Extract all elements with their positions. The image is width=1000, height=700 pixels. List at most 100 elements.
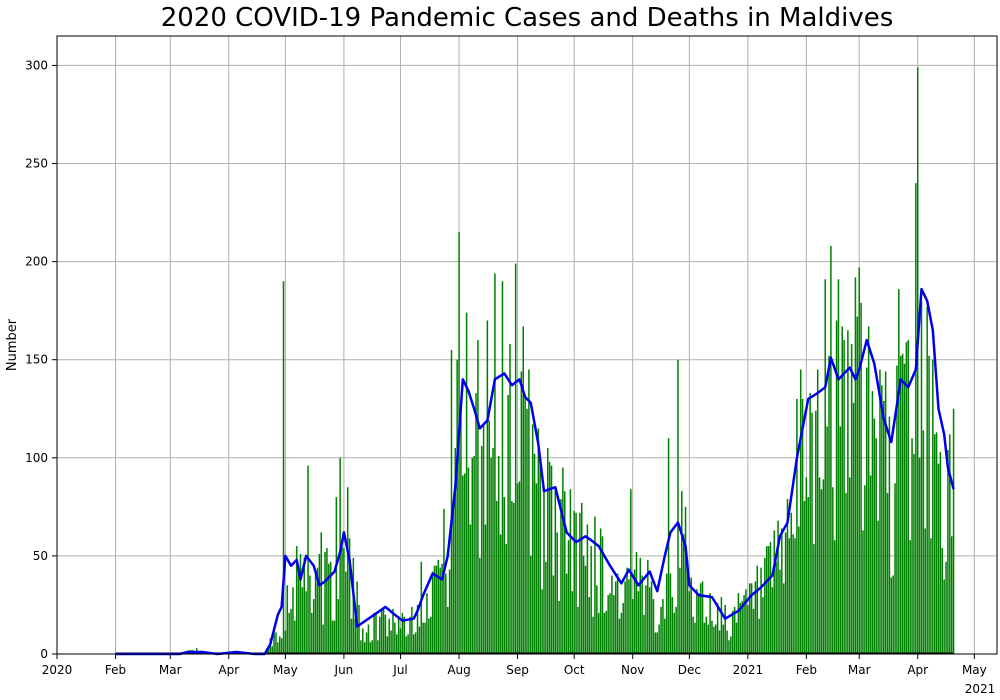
cases-bar bbox=[443, 508, 445, 654]
cases-bar bbox=[501, 281, 504, 654]
cases-bar bbox=[952, 408, 955, 654]
cases-bar bbox=[809, 393, 811, 654]
cases-bar bbox=[564, 491, 566, 654]
cases-bar bbox=[686, 559, 689, 654]
cases-bar bbox=[431, 571, 434, 654]
cases-bar bbox=[326, 548, 328, 654]
cases-bar bbox=[456, 359, 458, 654]
cases-bar bbox=[930, 538, 932, 654]
cases-bar bbox=[573, 510, 575, 654]
cases-bar bbox=[786, 499, 789, 654]
x-tick-label: Oct bbox=[564, 663, 585, 677]
x-tick-label: Dec bbox=[678, 663, 701, 677]
cases-bar bbox=[354, 618, 356, 654]
cases-bar bbox=[428, 618, 430, 654]
cases-bar bbox=[854, 277, 857, 654]
cases-bar bbox=[539, 463, 541, 654]
cases-bar bbox=[420, 561, 423, 654]
cases-bar bbox=[575, 512, 577, 654]
cases-bar bbox=[888, 416, 891, 654]
cases-bar bbox=[941, 548, 944, 654]
cases-bar bbox=[358, 604, 360, 654]
cases-bar bbox=[371, 640, 373, 654]
cases-bar bbox=[567, 540, 570, 654]
cases-bar bbox=[537, 428, 540, 654]
cases-bar bbox=[756, 565, 759, 654]
cases-bar bbox=[596, 585, 598, 654]
cases-bar bbox=[667, 438, 670, 654]
cases-bar bbox=[713, 626, 715, 654]
y-axis: 0 50 100 150 200 250 300 bbox=[25, 58, 57, 661]
cases-bar bbox=[867, 326, 870, 654]
cases-bar bbox=[386, 636, 389, 654]
cases-bar bbox=[620, 612, 623, 654]
cases-bar bbox=[654, 632, 657, 654]
cases-bar bbox=[662, 599, 664, 654]
cases-bar bbox=[350, 618, 353, 654]
cases-bar bbox=[813, 544, 815, 654]
cases-bar bbox=[414, 632, 417, 654]
cases-bar bbox=[650, 581, 653, 654]
cases-bar bbox=[648, 587, 651, 654]
cases-bar bbox=[658, 624, 660, 654]
cases-bar bbox=[343, 548, 345, 654]
cases-bar bbox=[492, 448, 494, 654]
cases-bar bbox=[773, 530, 776, 654]
cases-bar bbox=[815, 410, 817, 654]
cases-bar bbox=[382, 608, 385, 654]
cases-bar bbox=[401, 612, 404, 654]
cases-bar bbox=[322, 624, 324, 654]
cases-bar bbox=[677, 359, 679, 654]
cases-bar bbox=[626, 567, 628, 654]
cases-bar bbox=[480, 446, 483, 654]
cases-bar bbox=[592, 616, 594, 654]
cases-bar bbox=[335, 497, 338, 654]
cases-bar bbox=[275, 632, 277, 654]
cases-bar bbox=[645, 585, 647, 654]
cases-bar bbox=[607, 595, 609, 654]
cases-bar bbox=[684, 506, 687, 654]
cases-bar bbox=[928, 355, 930, 654]
cases-bar bbox=[792, 534, 794, 654]
cases-bar bbox=[881, 385, 883, 654]
cases-bar bbox=[526, 408, 528, 654]
cases-bar bbox=[898, 289, 900, 654]
x-tick-label: Aug bbox=[447, 663, 470, 677]
cases-bar bbox=[939, 451, 942, 654]
cases-bar bbox=[450, 349, 453, 654]
cases-bar bbox=[284, 630, 287, 654]
cases-bar bbox=[692, 616, 694, 654]
cases-bar bbox=[875, 438, 877, 654]
cases-average-series bbox=[115, 287, 955, 656]
cases-bar bbox=[403, 616, 406, 654]
cases-bar bbox=[671, 597, 674, 654]
cases-bar bbox=[890, 577, 893, 654]
cases-bar bbox=[624, 581, 626, 654]
cases-bar bbox=[696, 589, 698, 654]
x-axis: 2020 Feb Mar Apr May Jun Jul Aug Sep Oct Nov Dec 202… bbox=[42, 654, 987, 677]
cases-bar bbox=[903, 363, 906, 654]
cases-bar bbox=[320, 532, 323, 654]
cases-bar bbox=[577, 606, 579, 654]
cases-bar bbox=[433, 565, 436, 654]
cases-bar bbox=[750, 583, 753, 654]
cases-bar bbox=[580, 502, 583, 654]
cases-bar bbox=[858, 267, 860, 654]
cases-bar bbox=[937, 463, 940, 654]
cases-bar bbox=[582, 555, 585, 654]
cases-bar bbox=[409, 616, 411, 654]
cases-bar bbox=[832, 487, 834, 654]
cases-bar bbox=[639, 557, 642, 654]
cases-bar bbox=[701, 581, 704, 654]
cases-bar bbox=[741, 601, 743, 654]
cases-bar bbox=[484, 524, 487, 654]
cases-bar bbox=[605, 610, 608, 654]
cases-bar bbox=[380, 608, 383, 654]
cases-bar bbox=[292, 587, 294, 654]
cases-bar bbox=[715, 624, 717, 654]
cases-bar bbox=[782, 583, 785, 654]
cases-bar bbox=[915, 183, 917, 654]
cases-bar bbox=[337, 599, 339, 654]
cases-bar bbox=[297, 571, 300, 654]
cases-bar bbox=[543, 491, 545, 654]
